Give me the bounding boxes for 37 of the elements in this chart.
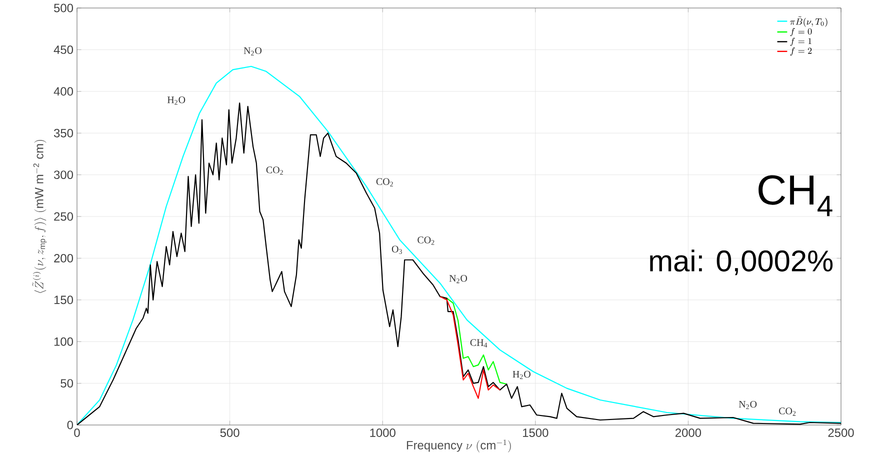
y-tick-label: 50 (60, 379, 74, 388)
x-tick-label: 1500 (523, 428, 548, 437)
annotation: CH$_{4}$ (758, 175, 832, 216)
annotation: CH$_{4}$ (470, 339, 488, 348)
annotation: CO$_{2}$ (376, 178, 393, 186)
legend-label: $f=0$ (790, 28, 812, 36)
annotation: H$_{2}$O (512, 370, 530, 380)
annotation: mai: 0,0002% (650, 250, 833, 276)
annotation: N$_{2}$O (449, 275, 468, 284)
y-tick-label: 250 (54, 212, 74, 221)
x-tick-label: 500 (220, 428, 240, 437)
y-tick-label: 150 (54, 296, 74, 304)
annotation: N$_{2}$O (244, 47, 262, 56)
y-tick-label: 400 (54, 87, 74, 96)
annotation: N$_{2}$O (738, 400, 757, 410)
annotation: CO$_{2}$ (779, 408, 796, 416)
line-series (440, 296, 501, 399)
y-tick-label: 500 (54, 4, 74, 12)
y-tick-label: 450 (54, 45, 74, 54)
y-axis-title: $\langle \tilde{Z}^{(i)}(\nu, z_{\mathrm{mp}}, f)\rangle\ (\mathrm{mW\ m^{-2}\ cm})$ (32, 140, 47, 293)
x-tick-label: 0 (74, 428, 80, 437)
y-tick-label: 300 (54, 170, 74, 180)
x-axis-title: $\mathrm{Frequency}\ \nu\ (\mathrm{cm}^{-1})$ (406, 440, 511, 452)
x-tick-label: 2500 (828, 428, 854, 437)
legend-label: $f=2$ (790, 47, 812, 56)
x-tick-label: 2000 (676, 428, 702, 437)
y-tick-label: 0 (67, 420, 74, 430)
annotation: CO$_{2}$ (418, 236, 434, 245)
legend-label: $\pi\tilde{B}(\nu,T_0)$ (790, 16, 828, 27)
y-tick-label: 100 (54, 337, 74, 346)
annotation: O$_{3}$ (392, 246, 402, 254)
y-tick-label: 200 (54, 254, 74, 262)
x-tick-label: 1000 (370, 428, 396, 437)
annotation: CO$_{2}$ (266, 166, 283, 175)
y-tick-label: 350 (54, 128, 74, 138)
annotation: H$_{2}$O (167, 96, 186, 105)
legend-label: $f=1$ (790, 38, 812, 46)
